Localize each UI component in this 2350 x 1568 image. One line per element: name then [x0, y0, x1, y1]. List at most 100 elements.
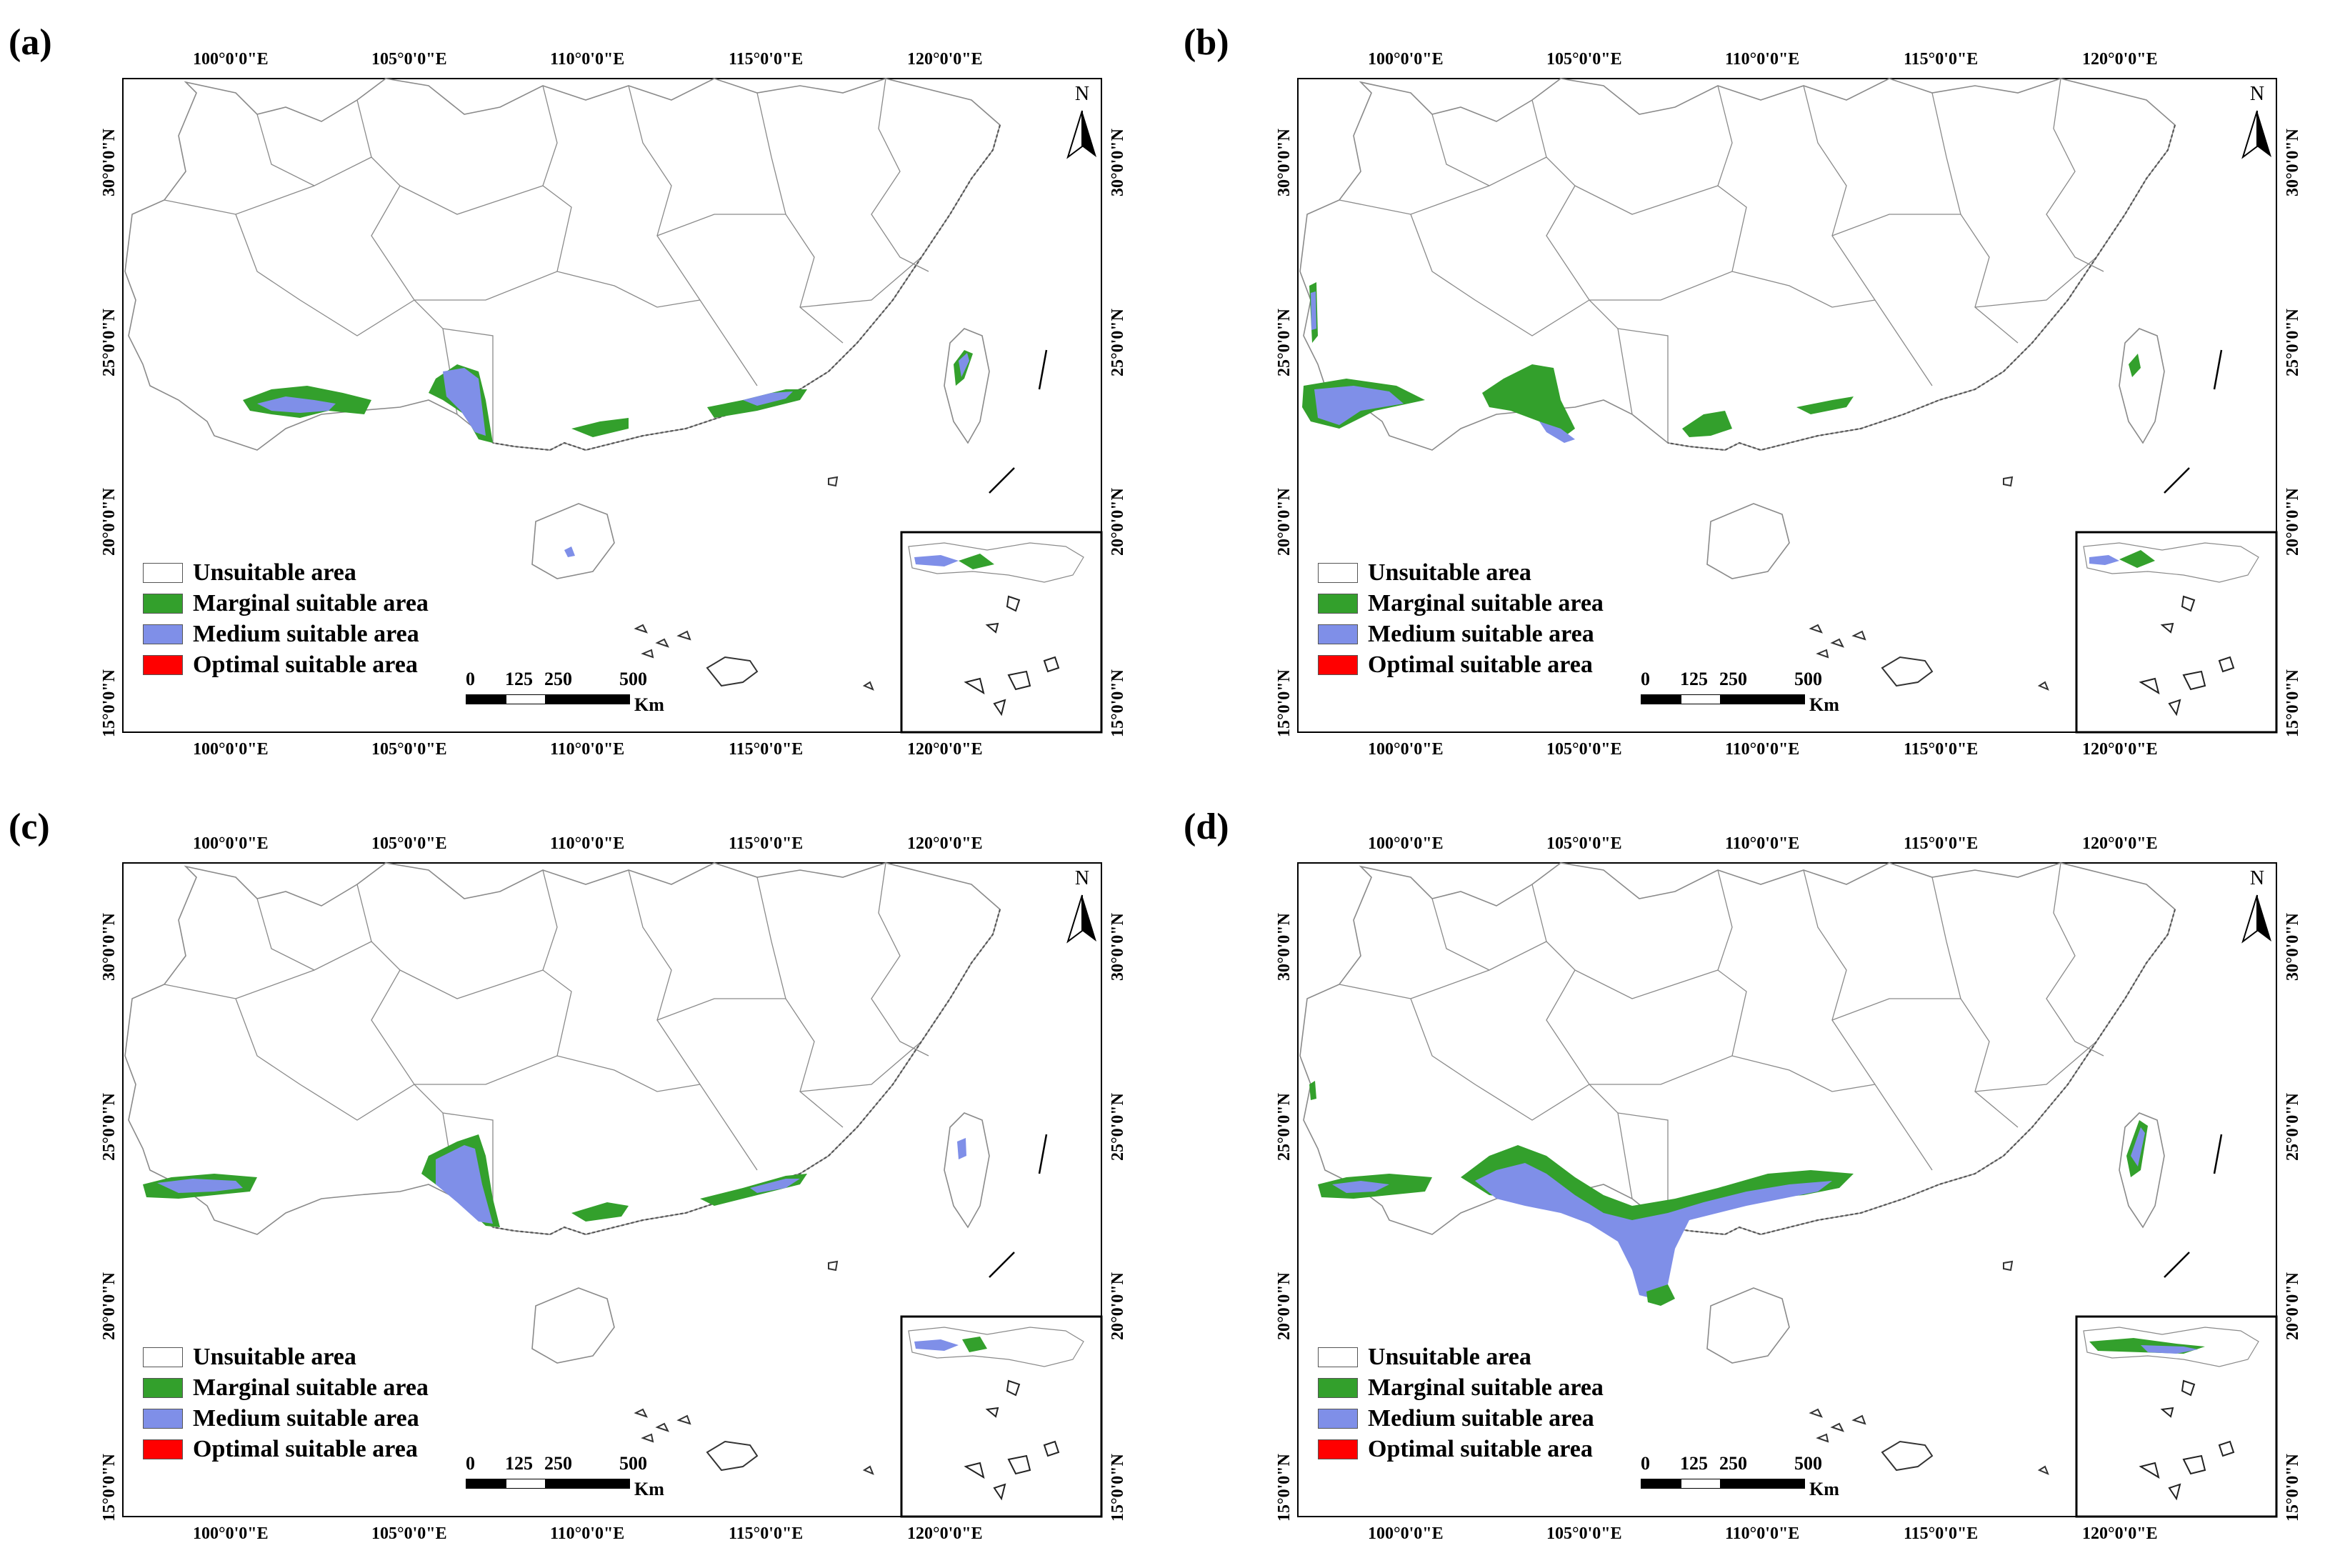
longitude-tick-label: 110°0'0"E: [550, 834, 625, 853]
boundary-dash: [989, 1252, 1015, 1278]
scale-segment: [1641, 1479, 1681, 1489]
province-boundary: [2046, 78, 2104, 272]
scale-units: Km: [1809, 1479, 1839, 1499]
longitude-tick-label: 105°0'0"E: [371, 740, 447, 759]
legend-item: Medium suitable area: [1318, 619, 1604, 649]
small-island: [641, 649, 654, 659]
small-island: [655, 638, 669, 648]
map-canvas: [1297, 862, 2278, 1518]
hainan-island: [531, 503, 615, 579]
scale-segment: [546, 1479, 630, 1489]
province-boundary: [2046, 862, 2104, 1057]
longitude-tick-label: 110°0'0"E: [550, 740, 625, 759]
longitude-tick-label: 105°0'0"E: [1546, 50, 1622, 69]
map-canvas: [122, 78, 1103, 734]
marginal-suitable-region: [1482, 364, 1575, 439]
small-island: [1851, 630, 1866, 641]
latitude-tick-label: 30°0'0"N: [1275, 129, 1294, 196]
small-island: [676, 630, 691, 641]
small-island: [862, 681, 874, 691]
longitude-tick-label: 120°0'0"E: [2082, 740, 2158, 759]
province-boundary: [414, 1055, 701, 1092]
marginal-suitable-region: [2129, 354, 2141, 377]
scale-label: 0: [1641, 669, 1650, 689]
boundary-dash: [2164, 467, 2190, 494]
longitude-tick-label: 105°0'0"E: [1546, 834, 1622, 853]
province-boundary: [235, 998, 415, 1121]
latitude-tick-label: 25°0'0"N: [1275, 1093, 1294, 1161]
taiwan-island: [2119, 1112, 2165, 1229]
legend-swatch: [1318, 1377, 1358, 1398]
medium-suitable-region: [1311, 291, 1316, 330]
legend-swatch: [143, 593, 183, 614]
small-island: [706, 656, 759, 687]
legend-swatch: [143, 1439, 183, 1459]
latitude-tick-label: 25°0'0"N: [1109, 309, 1127, 376]
legend-item: Optimal suitable area: [143, 1434, 429, 1464]
province-boundary: [1831, 998, 1961, 1021]
longitude-tick-label: 110°0'0"E: [550, 50, 625, 69]
marginal-suitable-region: [571, 418, 629, 437]
legend-swatch: [143, 562, 183, 583]
legend-swatch: [1318, 1439, 1358, 1459]
longitude-tick-label: 100°0'0"E: [1368, 740, 1444, 759]
province-boundary: [442, 1112, 494, 1227]
inset-medium-region: [914, 555, 959, 566]
inset-marginal-region: [962, 1337, 987, 1352]
boundary-dash: [1038, 1134, 1048, 1174]
inset-marginal-region: [2119, 550, 2155, 568]
legend: Unsuitable area Marginal suitable area Med…: [143, 557, 429, 680]
legend-label: Medium suitable area: [1368, 620, 1594, 647]
longitude-tick-label: 120°0'0"E: [907, 834, 983, 853]
province-boundary: [399, 185, 544, 215]
legend-swatch: [1318, 593, 1358, 614]
small-island: [828, 476, 839, 487]
medium-suitable-region: [257, 396, 336, 413]
longitude-tick-label: 120°0'0"E: [2082, 50, 2158, 69]
longitude-tick-label: 120°0'0"E: [2082, 1524, 2158, 1543]
small-island: [676, 1414, 691, 1425]
longitude-tick-label: 115°0'0"E: [1904, 740, 1979, 759]
scale-label: 250: [1719, 669, 1747, 689]
boundary-dash: [2213, 1134, 2223, 1174]
province-boundary: [1574, 969, 1719, 999]
province-boundary: [1931, 877, 2019, 1128]
longitude-tick-label: 115°0'0"E: [1904, 50, 1979, 69]
hainan-island: [1706, 1287, 1790, 1364]
longitude-tick-label: 110°0'0"E: [1725, 1524, 1800, 1543]
province-boundary: [1431, 898, 1547, 971]
legend-item: Medium suitable area: [1318, 1403, 1604, 1434]
legend-item: Marginal suitable area: [1318, 1372, 1604, 1403]
latitude-tick-label: 25°0'0"N: [1109, 1093, 1127, 1161]
province-boundary: [442, 328, 494, 443]
small-island: [1809, 1408, 1823, 1418]
legend-label: Medium suitable area: [193, 620, 419, 647]
boundary-dash: [1038, 349, 1048, 390]
legend-label: Unsuitable area: [1368, 1343, 1531, 1370]
latitude-tick-label: 30°0'0"N: [1109, 129, 1127, 196]
latitude-tick-label: 15°0'0"N: [1109, 669, 1127, 737]
marginal-suitable-region: [571, 1202, 629, 1222]
map-canvas: [122, 862, 1103, 1518]
legend-label: Unsuitable area: [1368, 559, 1531, 586]
scale-bar: 0 125 250 500 Km: [1641, 669, 1839, 715]
scale-segment: [1681, 1479, 1721, 1489]
longitude-tick-label: 105°0'0"E: [371, 834, 447, 853]
small-island: [828, 1260, 839, 1272]
medium-suitable-region: [443, 368, 486, 436]
medium-suitable-region: [957, 1138, 966, 1159]
panel-label: (b): [1184, 22, 1229, 63]
longitude-tick-label: 105°0'0"E: [371, 1524, 447, 1543]
latitude-tick-label: 20°0'0"N: [1275, 1272, 1294, 1340]
latitude-tick-label: 30°0'0"N: [1275, 913, 1294, 981]
scale-bar: 0 125 250 500 Km: [1641, 1453, 1839, 1499]
scale-label: 0: [466, 669, 475, 689]
legend-label: Medium suitable area: [193, 1404, 419, 1432]
small-island: [2037, 1465, 2049, 1475]
legend-swatch: [143, 1377, 183, 1398]
map-panel-d: (d) 100°0'0"E 100°0'0"E 105°0'0"E 105°0'0"E 1…: [1175, 784, 2350, 1568]
legend-label: Medium suitable area: [1368, 1404, 1594, 1432]
north-label: N: [2249, 83, 2265, 105]
legend: Unsuitable area Marginal suitable area Med…: [143, 1342, 429, 1464]
small-island: [706, 1440, 759, 1472]
